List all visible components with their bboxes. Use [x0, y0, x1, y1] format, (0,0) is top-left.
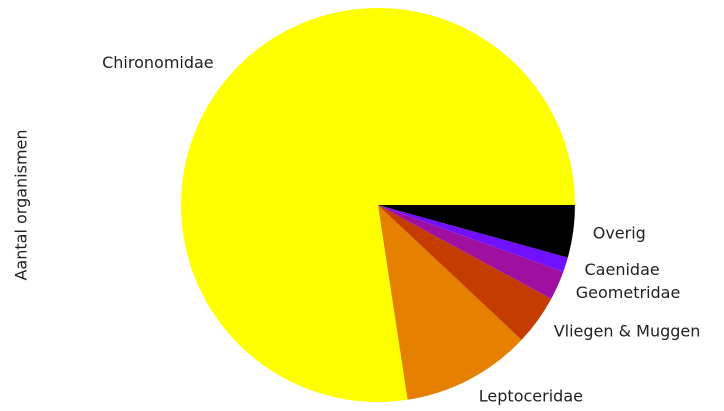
slice-label: Vliegen & Muggen: [554, 321, 701, 340]
y-axis-label: Aantal organismen: [12, 129, 31, 280]
slice-label: Caenidae: [585, 260, 660, 279]
pie-slice: [180, 7, 575, 403]
slice-label: Geometridae: [576, 283, 681, 302]
pie-slice: [378, 205, 522, 400]
slice-label: Leptoceridae: [479, 386, 583, 405]
pie-slice: [378, 205, 552, 340]
pie-slice: [378, 205, 564, 299]
slice-label: Overig: [593, 224, 646, 243]
pie-slice: [378, 205, 568, 272]
slice-label: Chironomidae: [102, 53, 214, 72]
pie-slice: [378, 205, 575, 258]
